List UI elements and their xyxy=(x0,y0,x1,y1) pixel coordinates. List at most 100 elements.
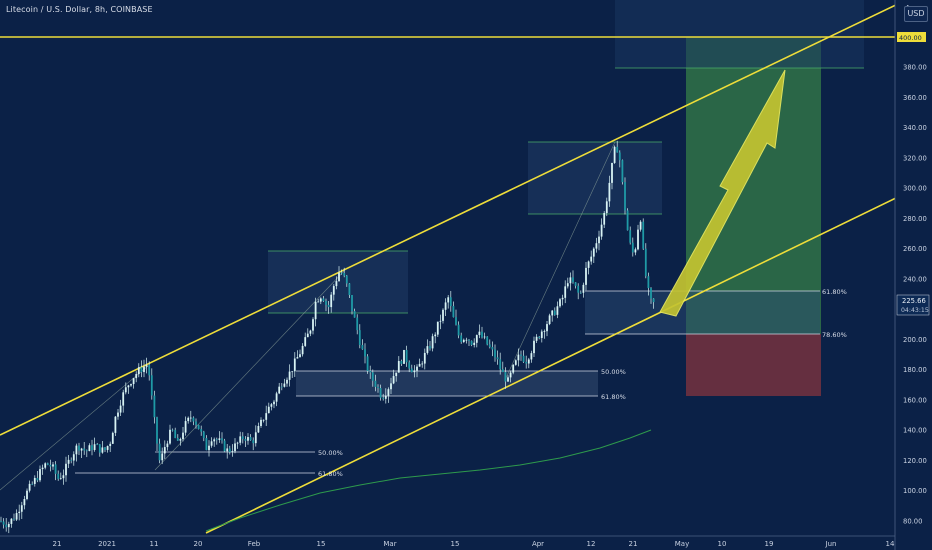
candle-body xyxy=(39,469,41,481)
candle-body xyxy=(93,444,96,450)
candle-body xyxy=(345,275,348,284)
current-price-text: 225.66 xyxy=(902,297,926,305)
y-axis-panel[interactable] xyxy=(895,0,932,550)
candle-body xyxy=(210,441,213,446)
candle-body xyxy=(574,282,577,286)
candle-body xyxy=(148,365,151,376)
candle-body xyxy=(309,330,312,334)
candle-body xyxy=(132,378,135,385)
candle-body xyxy=(150,375,153,396)
candle-body xyxy=(7,523,10,528)
y-tick-label: 300.00 xyxy=(903,185,927,193)
candle-body xyxy=(410,368,413,373)
candle-body xyxy=(5,524,8,528)
candle-body xyxy=(306,333,309,338)
y-tick-label: 260.00 xyxy=(903,245,927,253)
target-price-text: 400.00 xyxy=(899,34,922,42)
range-box-borders xyxy=(268,67,864,314)
candle-body xyxy=(470,340,473,345)
candle-body xyxy=(559,299,561,307)
candle-body xyxy=(496,357,499,360)
candle-body xyxy=(650,288,652,299)
candle-body xyxy=(413,370,416,373)
candle-body xyxy=(332,286,335,295)
candle-body xyxy=(67,459,70,464)
candle-body xyxy=(221,438,223,441)
candle-body xyxy=(369,370,372,373)
candle-body xyxy=(273,401,275,405)
candle-body xyxy=(184,421,187,433)
candle-body xyxy=(299,354,301,358)
candle-body xyxy=(358,330,361,345)
candle-body xyxy=(231,451,234,453)
candle-body xyxy=(405,350,408,363)
candle-body xyxy=(582,284,585,293)
candle-body xyxy=(18,511,21,514)
candle-body xyxy=(140,367,143,373)
candle-body xyxy=(444,302,447,310)
candle-body xyxy=(642,221,645,249)
fib-label-5: 61.80% xyxy=(822,288,847,296)
y-tick-label: 280.00 xyxy=(903,215,927,223)
candle-body xyxy=(546,324,548,332)
candle-body xyxy=(169,429,171,444)
candle-body xyxy=(46,463,49,465)
countdown-text: 04:43:15 xyxy=(901,307,929,314)
candle-body xyxy=(603,212,606,225)
candle-body xyxy=(124,387,127,393)
x-tick-label: 20 xyxy=(194,540,203,548)
candle-body xyxy=(205,438,208,451)
candle-body xyxy=(23,499,26,506)
candle-body xyxy=(478,331,481,336)
candle-body xyxy=(429,346,431,349)
candle-body xyxy=(182,432,184,440)
candle-body xyxy=(10,518,13,524)
candle-body xyxy=(353,311,356,318)
candle-body xyxy=(335,281,338,287)
y-tick-label: 360.00 xyxy=(903,94,927,102)
candle-body xyxy=(647,276,650,289)
candle-body xyxy=(621,160,624,183)
candle-body xyxy=(195,421,197,425)
candle-body xyxy=(392,376,395,384)
candle-body xyxy=(15,513,18,520)
candle-body xyxy=(371,372,374,381)
y-tick-label: 340.00 xyxy=(903,124,927,132)
candle-body xyxy=(644,248,647,277)
candle-body xyxy=(566,283,569,287)
candle-body xyxy=(611,162,613,183)
candle-body xyxy=(348,283,351,295)
candle-body xyxy=(426,346,429,353)
candle-body xyxy=(41,467,44,470)
candle-body xyxy=(83,448,86,451)
current-price-badge xyxy=(896,294,930,316)
candle-body xyxy=(218,438,221,440)
candle-body xyxy=(85,450,88,452)
candle-body xyxy=(530,353,533,360)
candle-body xyxy=(70,459,73,461)
candle-body xyxy=(483,336,486,338)
x-tick-label: 15 xyxy=(317,540,326,548)
x-tick-label: Jun xyxy=(825,540,837,548)
bullish-arrow xyxy=(659,69,786,317)
candle-body xyxy=(192,417,195,422)
candle-body xyxy=(382,397,385,399)
candle-body xyxy=(28,483,31,491)
candle-body xyxy=(288,371,291,380)
currency-button[interactable]: USD xyxy=(904,6,928,22)
candle-body xyxy=(473,342,476,345)
candle-body xyxy=(241,436,244,440)
candle-body xyxy=(247,437,249,441)
candle-body xyxy=(270,404,273,407)
candle-body xyxy=(551,310,554,316)
candle-body xyxy=(564,286,567,298)
candle-body xyxy=(403,350,405,364)
y-tick-label: 320.00 xyxy=(903,154,927,162)
candle-body xyxy=(585,267,587,285)
candles xyxy=(0,140,655,534)
candle-body xyxy=(325,301,327,305)
candle-body xyxy=(504,372,507,382)
candle-body xyxy=(80,448,83,451)
